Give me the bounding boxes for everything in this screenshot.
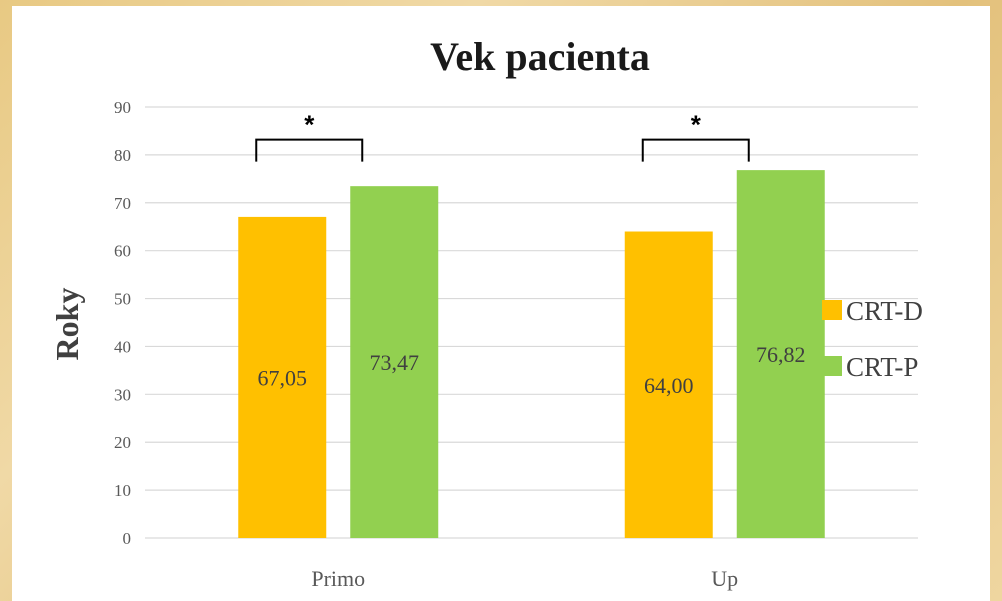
y-axis-ticks: 0 10 20 30 40 50 60 70 80 90 (114, 98, 131, 548)
y-tick-label: 60 (114, 242, 131, 261)
y-tick-label: 0 (123, 529, 132, 548)
significance-bracket (255, 138, 364, 162)
data-label: 73,47 (370, 350, 420, 375)
legend: CRT-D CRT-P (822, 296, 923, 382)
bar-crt-p-up (736, 170, 825, 538)
x-category-label: Up (711, 566, 738, 591)
chart-title: Vek pacienta (430, 34, 650, 79)
significance-brackets: * * (255, 110, 750, 162)
y-axis-label: Roky (49, 288, 85, 361)
bar-crt-p-primo (350, 186, 439, 538)
bar-crt-d-primo (238, 216, 327, 538)
legend-label-crt-p: CRT-P (846, 352, 918, 382)
x-category-label: Primo (311, 566, 365, 591)
legend-swatch-crt-p (822, 356, 842, 376)
legend-swatch-crt-d (822, 300, 842, 320)
y-tick-label: 50 (114, 290, 131, 309)
y-tick-label: 40 (114, 337, 131, 356)
significance-bracket (641, 138, 750, 162)
data-label: 76,82 (756, 342, 806, 367)
y-tick-label: 30 (114, 385, 131, 404)
data-label: 67,05 (258, 365, 308, 390)
y-tick-label: 90 (114, 98, 131, 117)
x-axis-categories: Primo Up (311, 566, 738, 591)
bar-crt-d-up (624, 231, 713, 538)
bars (238, 170, 825, 538)
y-tick-label: 80 (114, 146, 131, 165)
legend-label-crt-d: CRT-D (846, 296, 923, 326)
data-label: 64,00 (644, 373, 694, 398)
y-tick-label: 10 (114, 481, 131, 500)
y-tick-label: 20 (114, 433, 131, 452)
significance-star: * (304, 110, 315, 140)
significance-star: * (691, 110, 702, 140)
y-tick-label: 70 (114, 194, 131, 213)
data-labels: 67,05 73,47 64,00 76,82 (258, 342, 806, 398)
